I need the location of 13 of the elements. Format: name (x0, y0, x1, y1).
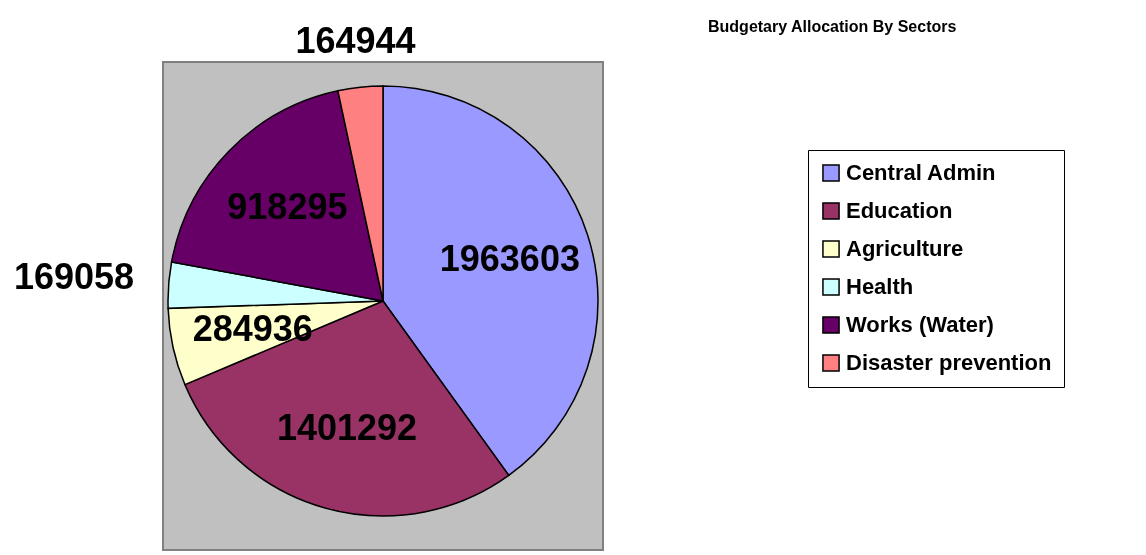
legend-label: Education (846, 198, 953, 223)
legend-label: Central Admin (846, 160, 996, 185)
data-label: 164944 (295, 19, 416, 61)
legend-label: Disaster prevention (846, 350, 1052, 375)
data-label: 918295 (227, 186, 348, 228)
legend-label: Works (Water) (846, 312, 994, 337)
data-label: 1401292 (276, 407, 418, 449)
chart-title: Budgetary Allocation By Sectors (708, 18, 957, 35)
legend-label: Agriculture (846, 236, 964, 261)
data-label: 1963603 (439, 238, 580, 280)
data-label: 169058 (13, 256, 135, 298)
legend-label: Health (846, 274, 914, 299)
data-label: 284936 (192, 307, 313, 349)
